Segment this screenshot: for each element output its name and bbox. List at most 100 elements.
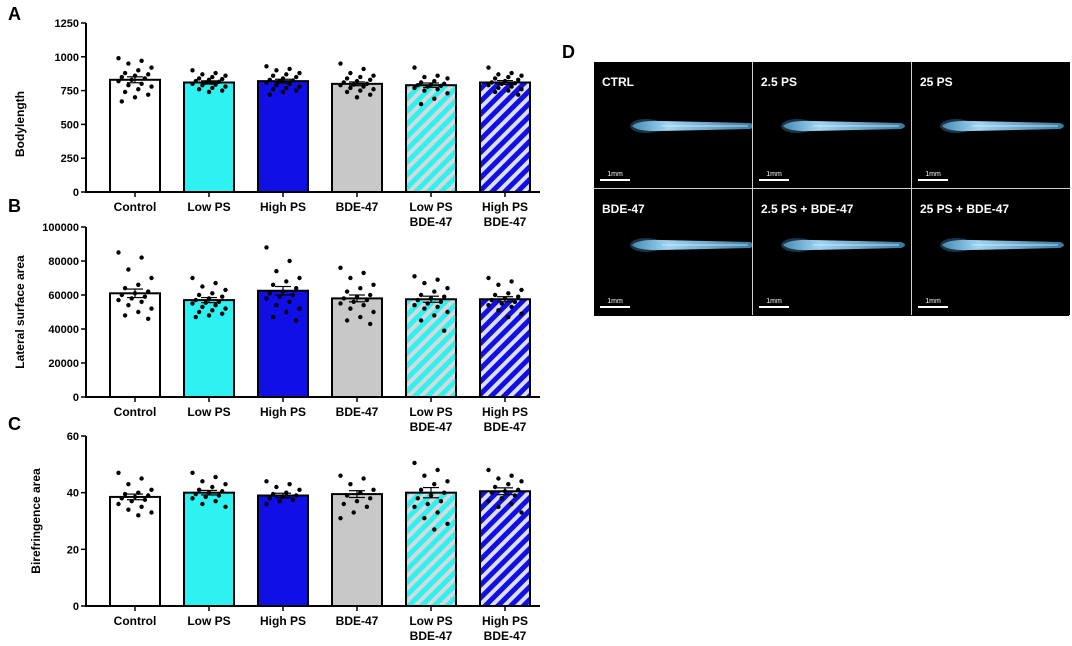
data-point-c-high-ps-bde-47 (486, 498, 491, 504)
data-point-a-low-ps-bde-47 (445, 76, 450, 81)
data-point-a-control (122, 89, 128, 95)
data-point-a-low-ps (210, 85, 215, 91)
data-point-b-low-ps (190, 275, 195, 281)
data-point-c-bde-47 (364, 504, 370, 510)
data-point-a-high-ps-bde-47 (499, 81, 504, 87)
scale-bar-label: 1mm (925, 171, 941, 178)
data-point-b-bde-47 (371, 309, 376, 315)
data-point-c-control (146, 493, 151, 498)
data-point-b-low-ps (223, 306, 228, 311)
x-tick-label-a-high-ps-bde-47: High PS (482, 200, 528, 214)
data-point-b-low-ps-bde-47 (418, 318, 424, 323)
image-cell-label: 2.5 PS (761, 75, 797, 89)
x-tick-label-c-high-ps: High PS (260, 614, 306, 628)
data-point-b-high-ps-bde-47 (492, 292, 498, 298)
data-point-a-high-ps (294, 88, 299, 93)
data-point-a-bde-47 (358, 74, 363, 80)
data-point-c-control (139, 476, 144, 481)
data-point-a-control (126, 82, 131, 88)
data-point-a-bde-47 (361, 66, 366, 72)
data-point-b-bde-47 (341, 296, 346, 301)
data-point-c-bde-47 (351, 510, 356, 515)
data-point-a-high-ps-bde-47 (506, 74, 511, 80)
data-point-b-high-ps-bde-47 (489, 297, 494, 303)
data-point-a-low-ps (213, 70, 218, 76)
data-point-a-high-ps-bde-47 (492, 89, 498, 95)
data-point-c-control (126, 481, 131, 487)
y-tick-label-a: 1000 (55, 52, 79, 64)
scale-bar-label: 1mm (607, 298, 623, 305)
y-axis-label-a: Bodylength (13, 91, 27, 157)
data-point-b-high-ps-bde-47 (512, 299, 518, 304)
data-point-a-low-ps-bde-47 (432, 96, 437, 101)
data-point-b-high-ps-bde-47 (516, 294, 521, 299)
data-point-b-low-ps-bde-47 (428, 296, 434, 301)
x-tick-label-a-low-ps-bde-47: Low PS (409, 200, 452, 214)
data-point-b-high-ps-bde-47 (499, 301, 504, 306)
data-point-b-high-ps (280, 289, 286, 294)
data-point-a-high-ps-bde-47 (486, 65, 491, 70)
data-point-a-bde-47 (358, 88, 363, 93)
data-point-a-high-ps (264, 64, 269, 69)
data-point-b-low-ps-bde-47 (445, 309, 450, 315)
data-point-c-control (149, 487, 154, 493)
data-point-c-low-ps-bde-47 (425, 501, 430, 507)
data-point-a-bde-47 (354, 95, 360, 100)
data-point-b-high-ps-bde-47 (486, 275, 491, 281)
data-point-b-bde-47 (368, 321, 373, 327)
data-point-a-control (116, 55, 121, 61)
data-point-a-control (146, 92, 151, 97)
data-point-a-control (119, 74, 125, 80)
data-point-a-low-ps-bde-47 (415, 82, 420, 88)
image-cell-label: 2.5 PS + BDE-47 (761, 202, 854, 216)
data-point-c-high-ps-bde-47 (489, 490, 494, 495)
data-point-a-high-ps (284, 72, 289, 77)
data-point-c-high-ps (280, 494, 286, 500)
data-point-a-high-ps (284, 85, 289, 91)
data-point-c-low-ps-bde-47 (438, 498, 444, 504)
data-point-b-high-ps (274, 269, 279, 274)
data-point-c-high-ps-bde-47 (492, 484, 498, 490)
data-point-a-high-ps (297, 84, 302, 89)
data-point-b-bde-47 (338, 301, 343, 306)
data-point-b-low-ps-bde-47 (438, 299, 444, 304)
bar-a-low-ps (183, 81, 235, 193)
data-point-b-low-ps (200, 304, 205, 310)
data-point-c-high-ps (287, 481, 292, 487)
x-tick-label-line2-c-high-ps-bde-47: BDE-47 (484, 629, 527, 643)
data-point-a-high-ps-bde-47 (496, 85, 501, 91)
data-point-a-bde-47 (368, 92, 373, 97)
data-point-a-control (129, 77, 134, 82)
data-point-a-high-ps-bde-47 (486, 82, 491, 88)
data-point-a-high-ps (280, 76, 286, 81)
data-point-c-high-ps (277, 498, 282, 504)
data-point-b-high-ps (264, 245, 269, 250)
y-tick-label-b: 0 (73, 392, 79, 404)
image-cell-background (912, 189, 1070, 315)
data-point-a-low-ps-bde-47 (432, 78, 437, 84)
chart-panel-a: A Bodylength Control Low PS High PS BDE-47 L… (8, 4, 540, 229)
data-point-b-high-ps-bde-47 (502, 296, 508, 301)
y-tick-label-a: 750 (61, 86, 79, 98)
data-point-c-high-ps-bde-47 (519, 479, 524, 484)
data-point-b-control (116, 297, 121, 303)
data-point-c-low-ps-bde-47 (418, 487, 424, 493)
data-point-b-control (146, 289, 151, 294)
image-cell-25-ps-bde-47: 25 PS + BDE-47 1mm (912, 189, 1070, 315)
data-point-b-low-ps (196, 292, 202, 298)
data-point-c-bde-47 (338, 473, 343, 478)
data-point-a-control (119, 99, 125, 104)
image-cell-2-5-ps-bde-47: 2.5 PS + BDE-47 1mm (753, 189, 911, 315)
data-point-c-high-ps-bde-47 (509, 501, 514, 507)
image-cell-label: 25 PS + BDE-47 (920, 202, 1009, 216)
data-point-a-low-ps (220, 88, 225, 93)
data-point-c-low-ps (193, 491, 198, 497)
image-cell-bde-47: BDE-47 1mm (594, 189, 754, 315)
data-point-b-high-ps (297, 275, 302, 281)
data-point-a-bde-47 (364, 81, 370, 87)
data-point-b-low-ps-bde-47 (412, 274, 417, 279)
data-point-a-control (122, 70, 128, 76)
data-point-a-low-ps-bde-47 (428, 82, 434, 87)
data-point-a-high-ps (287, 81, 292, 87)
data-point-a-bde-47 (348, 85, 353, 91)
